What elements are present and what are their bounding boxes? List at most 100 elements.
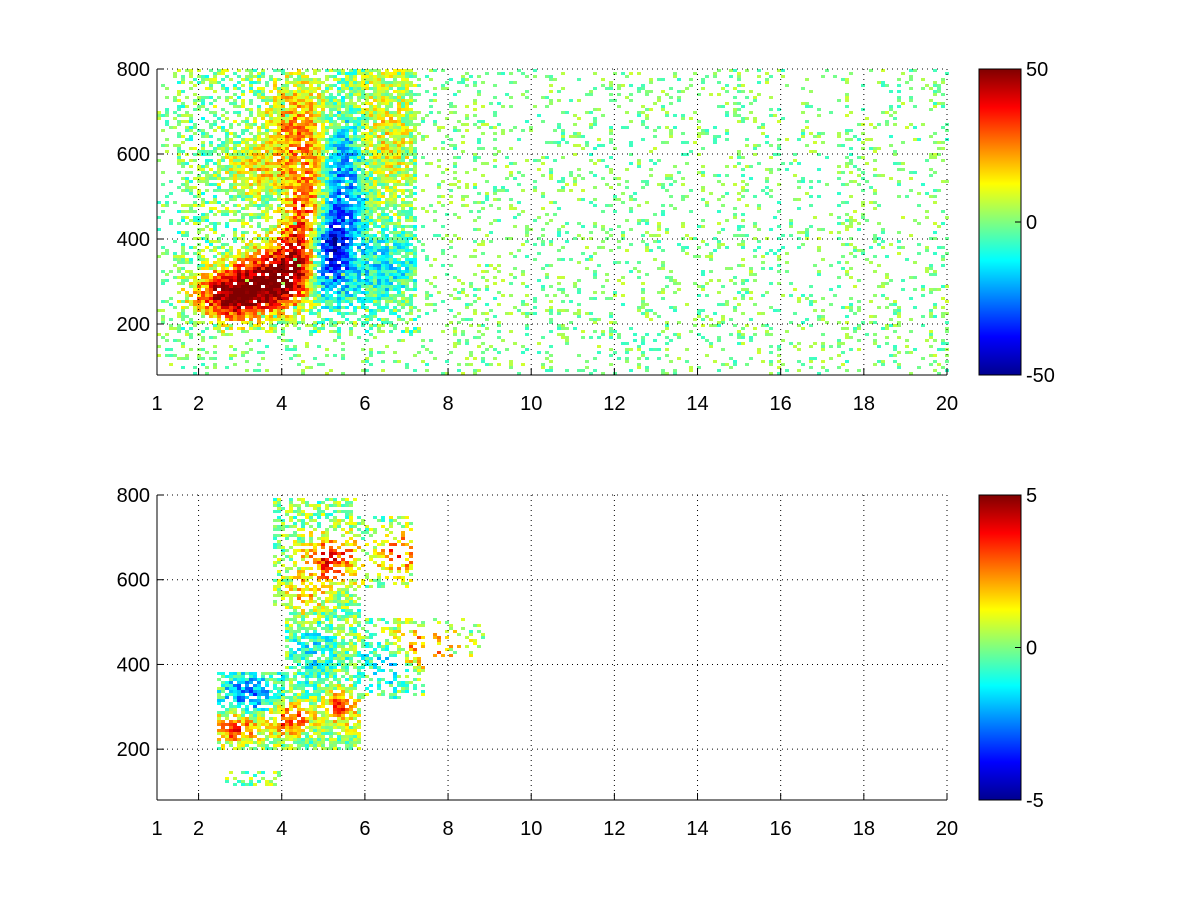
heatmap-cell	[261, 168, 265, 171]
heatmap-cell	[469, 318, 473, 321]
heatmap-cell	[261, 282, 265, 285]
heatmap-cell	[261, 327, 265, 330]
heatmap-cell	[381, 318, 385, 321]
heatmap-cell	[365, 243, 369, 246]
heatmap-cell	[409, 84, 413, 87]
heatmap-cell	[325, 180, 329, 183]
heatmap-cell	[269, 141, 273, 144]
heatmap-cell	[497, 303, 501, 306]
heatmap-cell	[269, 264, 273, 267]
heatmap-cell	[557, 312, 561, 315]
heatmap-cell	[549, 369, 553, 372]
heatmap-cell	[237, 87, 241, 90]
heatmap-cell	[305, 198, 309, 201]
heatmap-cell	[385, 177, 389, 180]
heatmap-cell	[301, 120, 305, 123]
heatmap-cell	[441, 69, 445, 72]
heatmap-cell	[433, 234, 437, 237]
heatmap-cell	[281, 162, 285, 165]
heatmap-cell	[241, 150, 245, 153]
heatmap-cell	[189, 135, 193, 138]
heatmap-cell	[217, 147, 221, 150]
heatmap-cell	[405, 180, 409, 183]
heatmap-cell	[353, 150, 357, 153]
heatmap-cell	[369, 105, 373, 108]
heatmap-cell	[381, 273, 385, 276]
heatmap-cell	[357, 297, 361, 300]
heatmap-cell	[293, 249, 297, 252]
heatmap-cell	[377, 117, 381, 120]
heatmap-cell	[449, 201, 453, 204]
heatmap-cell	[285, 81, 289, 84]
heatmap-cell	[553, 159, 557, 162]
heatmap-cell	[157, 255, 161, 258]
heatmap-cell	[277, 105, 281, 108]
heatmap-cell	[405, 183, 409, 186]
heatmap-cell	[293, 162, 297, 165]
heatmap-cell	[333, 222, 337, 225]
heatmap-cell	[269, 165, 273, 168]
heatmap-cell	[213, 123, 217, 126]
heatmap-cell	[373, 252, 377, 255]
heatmap-cell	[173, 327, 177, 330]
heatmap-cell	[245, 276, 249, 279]
heatmap-cell	[381, 111, 385, 114]
heatmap-cell	[197, 69, 201, 72]
heatmap-cell	[237, 165, 241, 168]
heatmap-cell	[321, 195, 325, 198]
heatmap-cell	[249, 153, 253, 156]
heatmap-cell	[329, 222, 333, 225]
heatmap-cell	[425, 210, 429, 213]
heatmap-cell	[341, 177, 345, 180]
heatmap-cell	[361, 159, 365, 162]
heatmap-cell	[253, 327, 257, 330]
heatmap-cell	[361, 171, 365, 174]
heatmap-cell	[317, 174, 321, 177]
heatmap-cell	[365, 78, 369, 81]
heatmap-cell	[245, 69, 249, 72]
heatmap-cell	[333, 285, 337, 288]
heatmap-cell	[213, 147, 217, 150]
heatmap-cell	[557, 90, 561, 93]
heatmap-cell	[257, 216, 261, 219]
heatmap-cell	[301, 240, 305, 243]
heatmap-cell	[269, 276, 273, 279]
heatmap-cell	[541, 207, 545, 210]
heatmap-cell	[293, 156, 297, 159]
heatmap-cell	[613, 330, 617, 333]
heatmap-cell	[245, 108, 249, 111]
heatmap-cell	[269, 300, 273, 303]
heatmap-cell	[453, 297, 457, 300]
heatmap-cell	[317, 228, 321, 231]
heatmap-cell	[205, 240, 209, 243]
heatmap-cell	[373, 291, 377, 294]
heatmap-cell	[349, 114, 353, 117]
heatmap-cell	[229, 210, 233, 213]
heatmap-cell	[273, 186, 277, 189]
heatmap-cell	[393, 150, 397, 153]
heatmap-cell	[229, 141, 233, 144]
heatmap-cell	[173, 111, 177, 114]
heatmap-cell	[285, 306, 289, 309]
heatmap-cell	[405, 177, 409, 180]
heatmap-cell	[293, 114, 297, 117]
heatmap-cell	[265, 171, 269, 174]
heatmap-cell	[553, 129, 557, 132]
heatmap-cell	[541, 366, 545, 369]
heatmap-cell	[609, 156, 613, 159]
heatmap-cell	[233, 276, 237, 279]
heatmap-cell	[301, 96, 305, 99]
heatmap-cell	[241, 309, 245, 312]
heatmap-cell	[289, 165, 293, 168]
heatmap-cell	[393, 69, 397, 72]
heatmap-cell	[305, 285, 309, 288]
heatmap-cell	[441, 87, 445, 90]
heatmap-cell	[205, 87, 209, 90]
heatmap-cell	[385, 249, 389, 252]
heatmap-cell	[365, 165, 369, 168]
heatmap-cell	[297, 168, 301, 171]
heatmap-cell	[229, 255, 233, 258]
heatmap-cell	[409, 288, 413, 291]
heatmap-cell	[577, 303, 581, 306]
heatmap-cell	[341, 270, 345, 273]
